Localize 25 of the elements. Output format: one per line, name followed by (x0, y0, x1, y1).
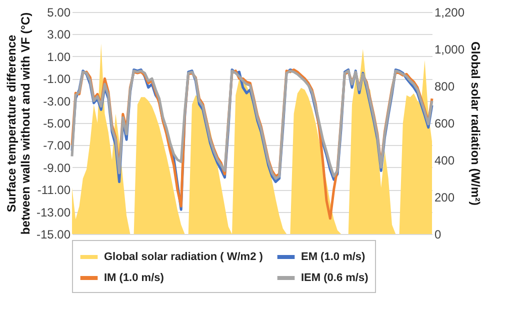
y-tick-label: 3.00 (47, 28, 71, 42)
y2-tick-label: 200 (434, 190, 455, 204)
y-tick-label: 1.00 (47, 50, 71, 64)
line-series (70, 70, 434, 180)
y-tick-label: -5.00 (43, 116, 71, 130)
legend-label: IEM (0.6 m/s) (301, 272, 369, 284)
y2-tick-label: 1,200 (434, 6, 465, 20)
y-axis-title: Surface temperature difference between walls without and with VF (°C) (4, 12, 32, 235)
y-tick-label: -13.00 (36, 205, 71, 220)
y-tick-label: 5.00 (47, 6, 71, 20)
y-tick-label: -15.00 (36, 228, 71, 242)
y-tick-label: -9.00 (43, 160, 71, 175)
y2-tick-label: 400 (434, 154, 455, 168)
legend-label: EM (1.0 m/s) (301, 251, 366, 263)
legend-label: Global solar radiation ( W/m2 ) (104, 251, 264, 263)
y-tick-label: -11.00 (37, 183, 71, 198)
y-tick-label: -1.00 (43, 72, 71, 86)
legend-label: IM (1.0 m/s) (104, 272, 164, 284)
y2-tick-label: 800 (434, 80, 455, 94)
y2-tick-label: 1,000 (434, 42, 465, 56)
y-tick-label: -3.00 (43, 94, 71, 108)
y2-tick-label: 0 (434, 228, 442, 242)
y2-axis-title: Global solar radiation (W/m²) (468, 41, 483, 206)
y2-tick-label: 600 (434, 116, 455, 130)
y-tick-label: -7.00 (43, 138, 71, 153)
